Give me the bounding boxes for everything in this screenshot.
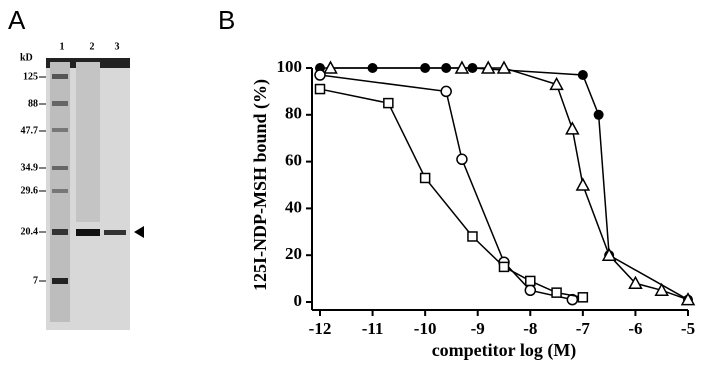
y-tick-label: 40: [285, 197, 302, 216]
lane-label: 3: [115, 41, 120, 52]
panel-label: B: [218, 5, 235, 35]
marker-label: 20.4: [21, 226, 39, 237]
data-point: [525, 285, 535, 295]
x-tick-label: -11: [362, 319, 384, 338]
series-line: [320, 89, 583, 297]
marker-label: 47.7: [21, 125, 39, 136]
x-tick-label: -9: [471, 319, 485, 338]
x-tick-label: -8: [523, 319, 537, 338]
gel-image: [46, 58, 144, 330]
gel-unit: kD: [20, 52, 33, 63]
data-point: [578, 293, 587, 302]
marker-label: 29.6: [21, 185, 39, 196]
x-axis-label: competitor log (M): [432, 340, 577, 361]
data-point: [468, 232, 477, 241]
y-tick-label: 60: [285, 151, 302, 170]
data-point: [578, 70, 588, 80]
x-tick-label: -5: [681, 319, 695, 338]
lane-label: 2: [90, 41, 95, 52]
y-tick-label: 100: [277, 57, 303, 76]
data-point: [421, 173, 430, 182]
data-point: [316, 85, 325, 94]
panel-label: A: [8, 5, 26, 35]
data-point: [457, 154, 467, 164]
data-point: [441, 86, 451, 96]
data-point: [315, 70, 325, 80]
x-tick-label: -12: [309, 319, 332, 338]
data-point: [384, 99, 393, 108]
series-line: [320, 75, 572, 300]
x-tick-label: -7: [576, 319, 591, 338]
x-tick-label: -10: [414, 319, 437, 338]
marker-label: 34.9: [21, 162, 39, 173]
y-tick-label: 0: [294, 291, 303, 310]
marker-label: 7: [33, 275, 38, 286]
y-axis-label: 125I-NDP-MSH bound (%): [250, 79, 271, 291]
data-point: [526, 276, 535, 285]
data-point: [500, 262, 509, 271]
data-point: [577, 179, 589, 190]
marker-label: 125: [23, 71, 38, 82]
x-tick-label: -6: [628, 319, 642, 338]
data-point: [594, 110, 604, 120]
marker-label: 88: [28, 98, 38, 109]
y-tick-label: 20: [285, 244, 302, 263]
data-point: [566, 123, 578, 134]
figure: A B kD 1 2 3 125 88 47.7 34.9 29.6 20.4 7 0 20 40 60 80…: [0, 0, 703, 365]
data-point: [552, 288, 561, 297]
y-tick-label: 80: [285, 104, 302, 123]
lane-label: 1: [60, 41, 65, 52]
data-point: [551, 78, 563, 89]
